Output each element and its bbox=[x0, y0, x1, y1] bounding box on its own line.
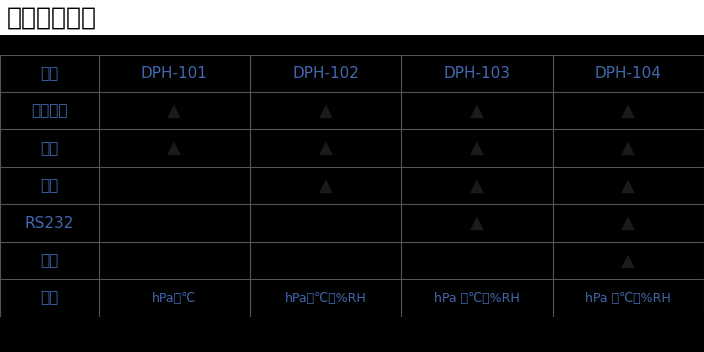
Text: ▲: ▲ bbox=[319, 102, 332, 120]
Text: hPa、℃: hPa、℃ bbox=[152, 291, 196, 304]
Text: DPH-102: DPH-102 bbox=[292, 66, 359, 81]
Text: ▲: ▲ bbox=[622, 102, 635, 120]
Text: hPa、℃、%RH: hPa、℃、%RH bbox=[284, 291, 367, 304]
Text: ▲: ▲ bbox=[622, 252, 635, 270]
Text: 型号: 型号 bbox=[40, 66, 58, 81]
Text: ▲: ▲ bbox=[622, 139, 635, 157]
Text: ▲: ▲ bbox=[470, 102, 484, 120]
Text: DPH-104: DPH-104 bbox=[595, 66, 662, 81]
Text: hPa 、℃、%RH: hPa 、℃、%RH bbox=[586, 291, 671, 304]
Text: ▲: ▲ bbox=[168, 102, 181, 120]
Text: 露点: 露点 bbox=[40, 253, 58, 268]
Text: RS232: RS232 bbox=[25, 216, 74, 231]
Text: 温度: 温度 bbox=[40, 141, 58, 156]
Text: ▲: ▲ bbox=[168, 139, 181, 157]
Text: ▲: ▲ bbox=[470, 139, 484, 157]
Bar bbox=[0, 0, 704, 36]
Text: 湿度: 湿度 bbox=[40, 178, 58, 193]
Text: 大气压力: 大气压力 bbox=[31, 103, 68, 118]
Text: DPH-101: DPH-101 bbox=[141, 66, 208, 81]
Text: ▲: ▲ bbox=[319, 177, 332, 195]
Text: hPa 、℃、%RH: hPa 、℃、%RH bbox=[434, 291, 520, 304]
Text: ▲: ▲ bbox=[470, 214, 484, 232]
Text: ▲: ▲ bbox=[319, 139, 332, 157]
Text: 单位: 单位 bbox=[40, 290, 58, 306]
Text: ▲: ▲ bbox=[470, 177, 484, 195]
Text: ▲: ▲ bbox=[622, 214, 635, 232]
Text: ▲: ▲ bbox=[622, 177, 635, 195]
Text: 上海菱生电子: 上海菱生电子 bbox=[7, 6, 97, 30]
Text: DPH-103: DPH-103 bbox=[444, 66, 510, 81]
